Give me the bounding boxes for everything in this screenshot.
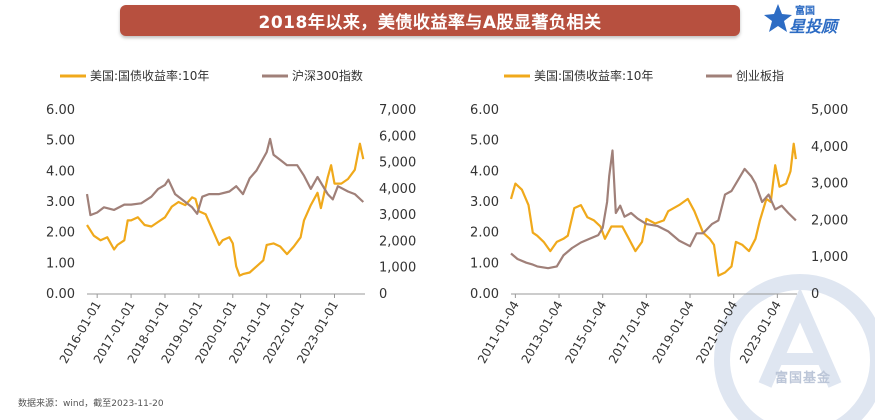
x-tick-label: 2015-01-04 <box>562 299 609 366</box>
x-tick-label: 2017-01-04 <box>606 299 653 366</box>
y-tick-label: 6.00 <box>46 103 75 118</box>
x-tick-label: 2011-01-04 <box>475 299 522 366</box>
y2-tick-label: 7,000 <box>379 103 416 118</box>
legend-label-1: 沪深300指数 <box>292 68 363 83</box>
y-tick-label: 4.00 <box>46 164 75 179</box>
logo-top-text: 富国 <box>795 6 815 17</box>
y2-tick-label: 4,000 <box>379 182 416 197</box>
y2-tick-label: 1,000 <box>811 250 848 265</box>
series-line-1 <box>85 137 365 217</box>
x-tick-label: 2021-01-04 <box>693 299 740 366</box>
brand-logo: 富国 星投顾 <box>763 2 868 36</box>
page-title: 2018年以来，美债收益率与A股显著负相关 <box>120 5 740 36</box>
y-tick-label: 6.00 <box>470 103 499 118</box>
legend-label-1: 创业板指 <box>736 68 784 83</box>
series-line-1 <box>510 149 797 270</box>
y2-tick-label: 1,000 <box>379 261 416 276</box>
y2-tick-label: 0 <box>811 287 819 302</box>
y-tick-label: 1.00 <box>46 256 75 271</box>
y-tick-label: 1.00 <box>470 256 499 271</box>
y2-tick-label: 5,000 <box>379 156 416 171</box>
y-tick-label: 0.00 <box>470 287 499 302</box>
y2-tick-label: 3,000 <box>811 177 848 192</box>
y2-tick-label: 0 <box>379 287 387 302</box>
y-tick-label: 3.00 <box>470 195 499 210</box>
y2-tick-label: 3,000 <box>379 208 416 223</box>
y2-tick-label: 2,000 <box>811 213 848 228</box>
y2-tick-label: 4,000 <box>811 140 848 155</box>
watermark-text: 富国基金 <box>775 371 832 386</box>
x-tick-label: 2013-01-04 <box>519 299 566 366</box>
x-tick-label: 2019-01-04 <box>650 299 697 366</box>
y-tick-label: 5.00 <box>470 134 499 149</box>
y2-tick-label: 2,000 <box>379 234 416 249</box>
source-note: 数据来源：wind，截至2023-11-20 <box>18 399 164 409</box>
x-tick-label: 2023-01-04 <box>737 299 784 366</box>
y-tick-label: 2.00 <box>46 226 75 241</box>
watermark-logo-icon <box>714 274 875 420</box>
series-line-0 <box>509 142 797 277</box>
y2-tick-label: 5,000 <box>811 103 848 118</box>
y-tick-label: 3.00 <box>46 195 75 210</box>
y-tick-label: 2.00 <box>470 226 499 241</box>
legend-label-0: 美国:国债收益率:10年 <box>534 68 653 83</box>
y-tick-label: 5.00 <box>46 134 75 149</box>
y-tick-label: 4.00 <box>470 164 499 179</box>
legend-label-0: 美国:国债收益率:10年 <box>90 68 209 83</box>
series-line-0 <box>86 142 365 277</box>
y2-tick-label: 6,000 <box>379 129 416 144</box>
star-icon <box>764 4 792 32</box>
y-tick-label: 0.00 <box>46 287 75 302</box>
logo-bottom-text: 星投顾 <box>789 17 838 36</box>
